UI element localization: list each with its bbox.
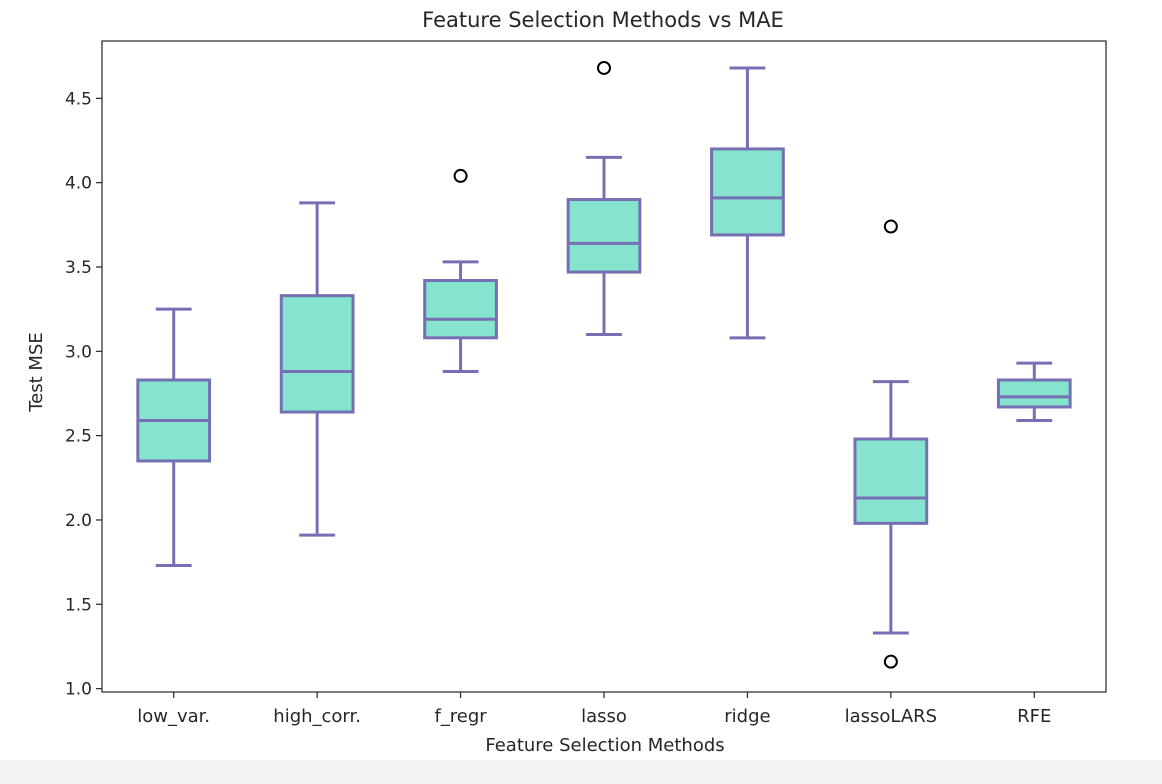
box-iqr	[566, 198, 642, 274]
window-bottom-strip	[0, 760, 1162, 784]
flier-point	[883, 219, 898, 234]
box-iqr	[710, 147, 785, 237]
x-axis-label: Feature Selection Methods	[485, 735, 724, 756]
y-tick-label: 3.0	[65, 342, 92, 362]
axes-frame	[101, 40, 1107, 693]
box-iqr	[853, 437, 929, 525]
y-tick-label: 2.0	[65, 511, 92, 531]
y-axis-label: Test MSE	[26, 332, 47, 413]
x-tick-label: low_var.	[137, 706, 210, 727]
x-tick-label: high_corr.	[273, 706, 361, 727]
box-iqr	[996, 378, 1072, 409]
y-tick-label: 4.5	[65, 89, 92, 109]
x-tick-label: lassoLARS	[845, 706, 938, 727]
flier-point	[883, 654, 898, 669]
y-tick-label: 1.5	[65, 595, 92, 615]
y-tick-label: 2.5	[65, 427, 92, 447]
x-tick-label: RFE	[1017, 706, 1051, 727]
x-tick-label: ridge	[724, 706, 770, 727]
flier-point	[453, 168, 468, 183]
plot-area: 1.0 1.5 2.0 2.5 3.0 3.5 4.0 4.5 low_var. high_cor…	[65, 60, 1072, 727]
chart-title: Feature Selection Methods vs MAE	[422, 8, 784, 32]
y-tick-label: 3.5	[65, 258, 92, 278]
flier-point	[597, 60, 611, 75]
y-tick-label: 4.0	[65, 174, 92, 194]
box-iqr	[423, 278, 498, 340]
box-iqr	[279, 294, 355, 414]
x-tick-label: lasso	[581, 706, 627, 727]
y-tick-label: 1.0	[65, 680, 92, 700]
x-tick-label: f_regr	[434, 706, 487, 727]
